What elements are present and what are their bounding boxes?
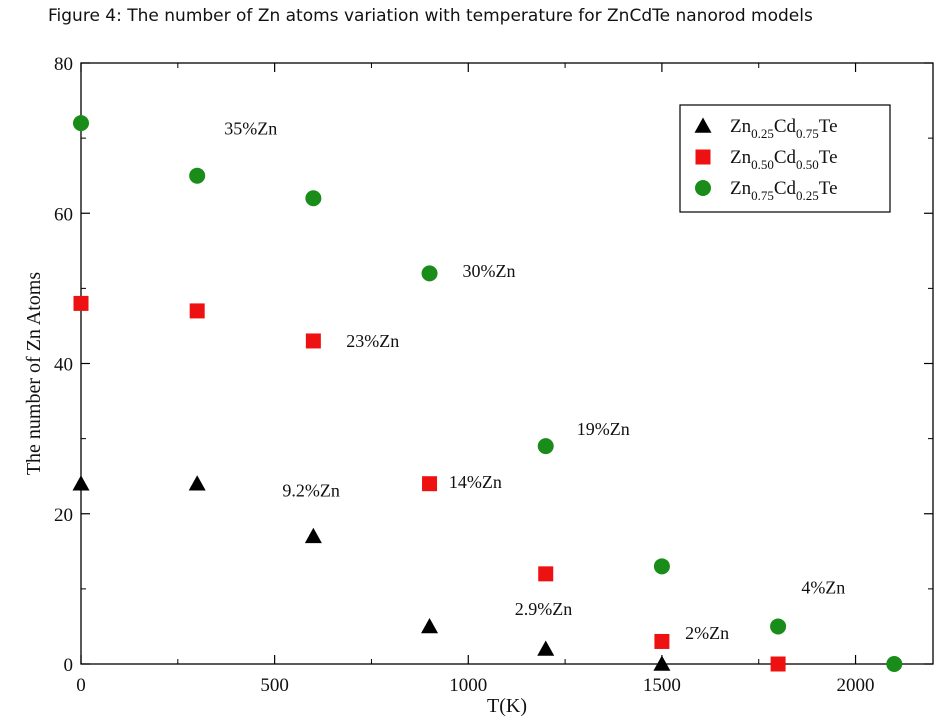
- y-axis-title: The number of Zn Atoms: [23, 272, 45, 476]
- legend-label: Zn0.75Cd0.25Te: [730, 178, 838, 203]
- annotation-label: 23%Zn: [346, 331, 399, 351]
- data-point-circle: [653, 558, 670, 575]
- legend-label: Zn0.25Cd0.75Te: [730, 116, 838, 141]
- data-point-square: [654, 633, 670, 649]
- data-point-circle: [73, 115, 89, 132]
- data-point-square: [770, 656, 786, 672]
- data-point-square: [73, 295, 89, 311]
- data-point-square: [422, 476, 438, 492]
- data-point-triangle: [188, 475, 206, 491]
- y-tick-label: 0: [64, 655, 74, 676]
- legend-marker-circle: [695, 180, 711, 196]
- figure-caption: Figure 4: The number of Zn atoms variati…: [48, 6, 813, 26]
- legend-marker-square: [695, 149, 711, 165]
- y-tick-label: 60: [54, 204, 73, 225]
- legend-box: [679, 104, 891, 213]
- x-tick-label: 1500: [643, 675, 681, 696]
- data-point-circle: [770, 618, 787, 635]
- annotation-label: 35%Zn: [224, 118, 277, 138]
- annotation-label: 14%Zn: [449, 472, 502, 492]
- data-point-circle: [305, 190, 322, 207]
- legend-marker-triangle: [694, 117, 712, 133]
- x-tick-label: 2000: [837, 675, 875, 696]
- data-point-triangle: [304, 527, 322, 544]
- data-point-square: [189, 303, 205, 319]
- data-point-circle: [189, 167, 206, 184]
- x-axis-title: T(K): [487, 695, 527, 717]
- data-point-circle: [537, 438, 554, 455]
- annotation-label: 19%Zn: [577, 419, 630, 439]
- annotation-label: 2.9%Zn: [515, 599, 573, 619]
- data-point-square: [305, 333, 321, 349]
- data-point-square: [538, 566, 554, 582]
- data-point-triangle: [653, 655, 671, 671]
- data-point-triangle: [72, 475, 90, 491]
- data-point-triangle: [537, 640, 555, 656]
- x-tick-label: 500: [260, 675, 289, 696]
- annotation-label: 4%Zn: [801, 577, 845, 597]
- legend-label: Zn0.50Cd0.50Te: [730, 147, 838, 172]
- data-point-triangle: [421, 617, 439, 634]
- y-tick-label: 80: [54, 54, 73, 75]
- x-tick-label: 0: [76, 675, 86, 696]
- annotation-label: 9.2%Zn: [282, 480, 340, 500]
- y-tick-label: 20: [54, 505, 73, 526]
- annotation-label: 2%Zn: [685, 623, 729, 643]
- annotation-label: 30%Zn: [462, 261, 515, 281]
- data-point-circle: [421, 265, 438, 282]
- y-tick-label: 40: [54, 355, 73, 376]
- data-point-circle: [886, 656, 903, 672]
- x-tick-label: 1000: [449, 675, 487, 696]
